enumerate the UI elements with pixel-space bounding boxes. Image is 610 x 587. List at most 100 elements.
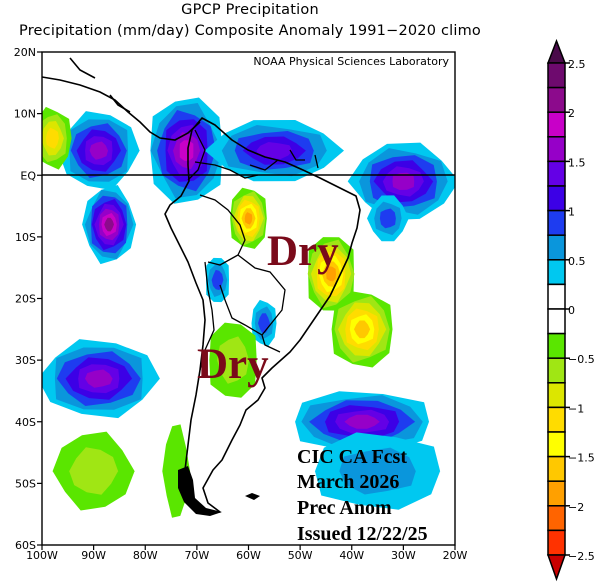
- colorbar-tick-label: 1: [568, 206, 575, 219]
- y-tick-label: 60S: [15, 539, 36, 552]
- colorbar-box: [547, 332, 566, 359]
- colorbar-box: [547, 185, 566, 212]
- colorbar-box: [547, 529, 566, 556]
- y-tick-label: 20N: [14, 46, 36, 59]
- forecast-annotation: CIC CA Fcst March 2026 Prec Anom Issued …: [297, 446, 428, 545]
- x-tick-label: 70W: [184, 549, 209, 562]
- y-tick-label: 40S: [15, 416, 36, 429]
- colorbar-tick-label: −2.5: [568, 550, 595, 563]
- caribbean-coastline: [69, 57, 131, 113]
- x-tick-label: 30W: [391, 549, 416, 562]
- south-america-coastline: [164, 117, 361, 513]
- x-tick-label: 90W: [81, 549, 106, 562]
- anomaly-wet-atlantic-40s: [295, 391, 429, 453]
- anomaly-dry-amazon-west: [230, 187, 267, 249]
- colorbar-box: [547, 283, 566, 310]
- contour-level: [104, 217, 114, 232]
- colorbar-box: [547, 160, 566, 187]
- contour-level: [344, 414, 380, 429]
- colorbar-box: [547, 480, 566, 507]
- anomaly-wet-bolivia: [206, 257, 229, 303]
- colorbar-box: [547, 357, 566, 384]
- anomaly-wet-guianas: [204, 120, 344, 182]
- colorbar-box: [547, 86, 566, 113]
- anomaly-wet-atlantic-10s: [367, 195, 409, 242]
- contour-level: [217, 336, 249, 384]
- colorbar-box: [547, 209, 566, 236]
- colorbar-box: [547, 431, 566, 458]
- anomaly-wet-pacific-35s: [42, 339, 160, 419]
- y-tick-label: EQ: [20, 169, 36, 182]
- colorbar-box: [547, 234, 566, 261]
- forecast-line-2: March 2026: [297, 471, 399, 493]
- colorbar-tick-label: 1.5: [568, 156, 586, 169]
- contour-level: [85, 369, 113, 388]
- contour-level: [354, 320, 371, 339]
- colorbar-box: [547, 62, 566, 89]
- colorbar-box: [547, 136, 566, 163]
- anomaly-dry-pacific-southwest: [52, 431, 135, 511]
- contour-level: [256, 142, 293, 160]
- forecast-line-1: CIC CA Fcst: [297, 446, 407, 468]
- colorbar-box: [547, 455, 566, 482]
- contour-level: [244, 212, 253, 225]
- contour-level: [392, 172, 415, 190]
- x-tick-label: 50W: [288, 549, 313, 562]
- x-tick-label: 80W: [133, 549, 158, 562]
- colorbar-box: [547, 382, 566, 409]
- anomaly-dry-argentina: [209, 322, 257, 398]
- y-tick-label: 10S: [15, 231, 36, 244]
- colorbar-box: [547, 505, 566, 532]
- colorbar-box: [547, 308, 566, 335]
- colorbar-tick-label: −0.5: [568, 353, 595, 366]
- y-tick-label: 10N: [14, 108, 36, 121]
- x-tick-label: 40W: [339, 549, 364, 562]
- colorbar-tick-label: 2.5: [568, 58, 586, 71]
- colorbar-tick-label: −1.5: [568, 452, 595, 465]
- tierra-del-fuego: [178, 466, 222, 516]
- coastlines: [42, 57, 361, 516]
- x-tick-label: 100W: [26, 549, 58, 562]
- forecast-line-4: Issued 12/22/25: [297, 523, 428, 545]
- chart-title: GPCP Precipitation: [181, 2, 319, 18]
- anomaly-field: [42, 97, 455, 518]
- central-america-coastline: [42, 76, 201, 141]
- colorbar-over-arrow: [546, 38, 567, 64]
- x-tick-label: 60W: [236, 549, 261, 562]
- colorbar-box: [547, 111, 566, 138]
- contour-level: [69, 447, 119, 495]
- colorbar-under-arrow: [546, 554, 567, 582]
- y-tick-label: 30S: [15, 354, 36, 367]
- y-tick-label: 50S: [15, 477, 36, 490]
- contour-level: [379, 208, 396, 229]
- dry-label-south: Dry: [197, 341, 269, 388]
- colorbar-tick-label: −1: [568, 402, 584, 415]
- x-tick-label: 20W: [443, 549, 468, 562]
- y-tick-label: 20S: [15, 293, 36, 306]
- colorbar-tick-label: −2: [568, 501, 584, 514]
- contour-level: [89, 141, 108, 160]
- country-borders: [187, 129, 319, 371]
- anomaly-wet-east-pacific-itcz: [58, 111, 140, 191]
- contour-level: [339, 447, 416, 495]
- anomaly-wet-paraguay: [251, 299, 277, 347]
- colorbar-tick-label: 2: [568, 107, 575, 120]
- anomaly-dry-brazil-southeast: [331, 291, 393, 368]
- contour-level: [45, 127, 59, 149]
- anomaly-dry-brazil-east: [307, 237, 355, 311]
- anomaly-wet-pacific-5s: [82, 185, 137, 265]
- contour-level: [179, 140, 194, 161]
- chart-subtitle: Precipitation (mm/day) Composite Anomaly…: [19, 23, 481, 39]
- forecast-line-3: Prec Anom: [297, 497, 392, 519]
- colorbar-box: [547, 259, 566, 286]
- anomaly-wet-far-atlantic-south: [315, 432, 441, 510]
- colorbar-tick-label: 0: [568, 304, 575, 317]
- falkland-islands: [245, 493, 260, 500]
- credit-label: NOAA Physical Sciences Laboratory: [253, 55, 449, 68]
- colorbar-tick-label: 0.5: [568, 255, 586, 268]
- dry-label-north: Dry: [267, 228, 339, 275]
- colorbar: 2.5 2 1.5 1 0.5 0 −0.5 −1 −1.5 −2 −2.5: [546, 38, 595, 582]
- axis-ticks: 100W 90W 80W 70W 60W 50W 40W 30W 20W 20N 10N EQ 10S 2…: [14, 46, 468, 562]
- anomaly-dry-pacific-north: [42, 106, 72, 170]
